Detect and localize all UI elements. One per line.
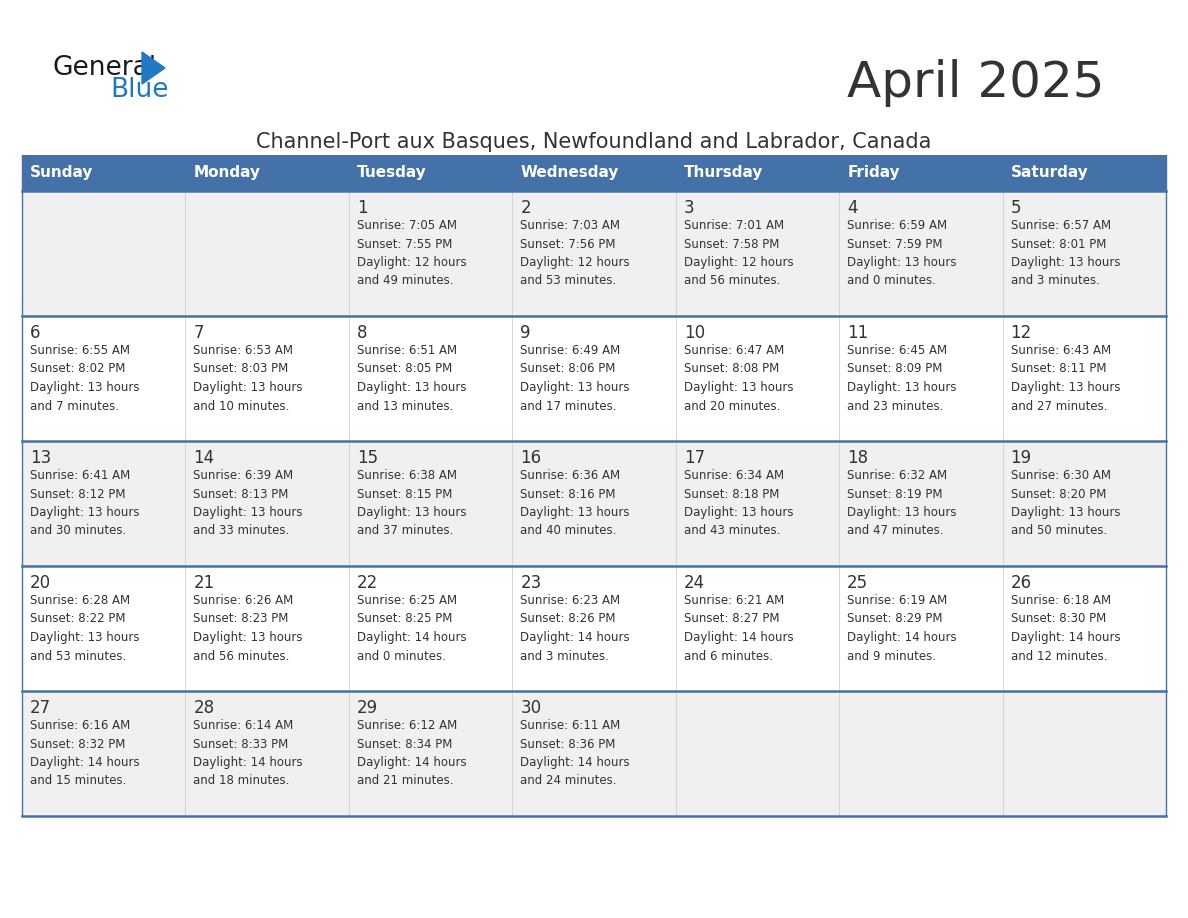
Text: 4: 4 [847, 199, 858, 217]
Text: 10: 10 [684, 324, 704, 342]
Text: 24: 24 [684, 574, 704, 592]
Text: Sunrise: 6:19 AM
Sunset: 8:29 PM
Daylight: 14 hours
and 9 minutes.: Sunrise: 6:19 AM Sunset: 8:29 PM Dayligh… [847, 594, 956, 663]
Bar [23, 691, 1165, 816]
Text: 12: 12 [1011, 324, 1032, 342]
Text: Channel-Port aux Basques, Newfoundland and Labrador, Canada: Channel-Port aux Basques, Newfoundland a… [257, 132, 931, 152]
Bar [23, 566, 1165, 691]
Text: 29: 29 [356, 699, 378, 717]
Text: 11: 11 [847, 324, 868, 342]
Text: 8: 8 [356, 324, 367, 342]
Text: 2: 2 [520, 199, 531, 217]
Text: 15: 15 [356, 449, 378, 467]
Text: 19: 19 [1011, 449, 1031, 467]
Text: Sunrise: 6:32 AM
Sunset: 8:19 PM
Daylight: 13 hours
and 47 minutes.: Sunrise: 6:32 AM Sunset: 8:19 PM Dayligh… [847, 469, 956, 538]
Text: Blue: Blue [110, 77, 169, 103]
Text: Sunrise: 6:11 AM
Sunset: 8:36 PM
Daylight: 14 hours
and 24 minutes.: Sunrise: 6:11 AM Sunset: 8:36 PM Dayligh… [520, 719, 630, 788]
Text: General: General [52, 55, 156, 81]
Text: Sunrise: 7:03 AM
Sunset: 7:56 PM
Daylight: 12 hours
and 53 minutes.: Sunrise: 7:03 AM Sunset: 7:56 PM Dayligh… [520, 219, 630, 287]
Bar [23, 155, 1165, 191]
Bar [23, 191, 1165, 316]
Text: Sunrise: 6:36 AM
Sunset: 8:16 PM
Daylight: 13 hours
and 40 minutes.: Sunrise: 6:36 AM Sunset: 8:16 PM Dayligh… [520, 469, 630, 538]
Polygon shape [143, 52, 165, 84]
Text: 1: 1 [356, 199, 367, 217]
Text: April 2025: April 2025 [847, 59, 1105, 106]
Text: 16: 16 [520, 449, 542, 467]
Text: 17: 17 [684, 449, 704, 467]
Text: Sunrise: 6:25 AM
Sunset: 8:25 PM
Daylight: 14 hours
and 0 minutes.: Sunrise: 6:25 AM Sunset: 8:25 PM Dayligh… [356, 594, 467, 663]
Text: 3: 3 [684, 199, 694, 217]
Text: Sunrise: 6:59 AM
Sunset: 7:59 PM
Daylight: 13 hours
and 0 minutes.: Sunrise: 6:59 AM Sunset: 7:59 PM Dayligh… [847, 219, 956, 287]
Text: 6: 6 [30, 324, 40, 342]
Text: Sunrise: 6:55 AM
Sunset: 8:02 PM
Daylight: 13 hours
and 7 minutes.: Sunrise: 6:55 AM Sunset: 8:02 PM Dayligh… [30, 344, 139, 412]
Text: Monday: Monday [194, 165, 260, 181]
Bar [23, 316, 1165, 441]
Text: Sunrise: 7:05 AM
Sunset: 7:55 PM
Daylight: 12 hours
and 49 minutes.: Sunrise: 7:05 AM Sunset: 7:55 PM Dayligh… [356, 219, 467, 287]
Text: Sunday: Sunday [30, 165, 94, 181]
Text: 18: 18 [847, 449, 868, 467]
Text: Sunrise: 6:21 AM
Sunset: 8:27 PM
Daylight: 14 hours
and 6 minutes.: Sunrise: 6:21 AM Sunset: 8:27 PM Dayligh… [684, 594, 794, 663]
Text: Saturday: Saturday [1011, 165, 1088, 181]
Text: Sunrise: 6:49 AM
Sunset: 8:06 PM
Daylight: 13 hours
and 17 minutes.: Sunrise: 6:49 AM Sunset: 8:06 PM Dayligh… [520, 344, 630, 412]
Text: 20: 20 [30, 574, 51, 592]
Text: 27: 27 [30, 699, 51, 717]
Text: Sunrise: 6:53 AM
Sunset: 8:03 PM
Daylight: 13 hours
and 10 minutes.: Sunrise: 6:53 AM Sunset: 8:03 PM Dayligh… [194, 344, 303, 412]
Text: Sunrise: 6:41 AM
Sunset: 8:12 PM
Daylight: 13 hours
and 30 minutes.: Sunrise: 6:41 AM Sunset: 8:12 PM Dayligh… [30, 469, 139, 538]
Text: 30: 30 [520, 699, 542, 717]
Text: Sunrise: 6:18 AM
Sunset: 8:30 PM
Daylight: 14 hours
and 12 minutes.: Sunrise: 6:18 AM Sunset: 8:30 PM Dayligh… [1011, 594, 1120, 663]
Text: Sunrise: 6:39 AM
Sunset: 8:13 PM
Daylight: 13 hours
and 33 minutes.: Sunrise: 6:39 AM Sunset: 8:13 PM Dayligh… [194, 469, 303, 538]
Text: Sunrise: 6:43 AM
Sunset: 8:11 PM
Daylight: 13 hours
and 27 minutes.: Sunrise: 6:43 AM Sunset: 8:11 PM Dayligh… [1011, 344, 1120, 412]
Text: Sunrise: 6:45 AM
Sunset: 8:09 PM
Daylight: 13 hours
and 23 minutes.: Sunrise: 6:45 AM Sunset: 8:09 PM Dayligh… [847, 344, 956, 412]
Text: 28: 28 [194, 699, 215, 717]
Text: Sunrise: 6:38 AM
Sunset: 8:15 PM
Daylight: 13 hours
and 37 minutes.: Sunrise: 6:38 AM Sunset: 8:15 PM Dayligh… [356, 469, 467, 538]
Text: Sunrise: 6:51 AM
Sunset: 8:05 PM
Daylight: 13 hours
and 13 minutes.: Sunrise: 6:51 AM Sunset: 8:05 PM Dayligh… [356, 344, 467, 412]
Text: Sunrise: 6:57 AM
Sunset: 8:01 PM
Daylight: 13 hours
and 3 minutes.: Sunrise: 6:57 AM Sunset: 8:01 PM Dayligh… [1011, 219, 1120, 287]
Text: Friday: Friday [847, 165, 899, 181]
Text: 23: 23 [520, 574, 542, 592]
Text: Sunrise: 6:16 AM
Sunset: 8:32 PM
Daylight: 14 hours
and 15 minutes.: Sunrise: 6:16 AM Sunset: 8:32 PM Dayligh… [30, 719, 140, 788]
Text: 13: 13 [30, 449, 51, 467]
Text: Sunrise: 6:23 AM
Sunset: 8:26 PM
Daylight: 14 hours
and 3 minutes.: Sunrise: 6:23 AM Sunset: 8:26 PM Dayligh… [520, 594, 630, 663]
Bar [23, 441, 1165, 566]
Text: Sunrise: 6:47 AM
Sunset: 8:08 PM
Daylight: 13 hours
and 20 minutes.: Sunrise: 6:47 AM Sunset: 8:08 PM Dayligh… [684, 344, 794, 412]
Text: Sunrise: 6:30 AM
Sunset: 8:20 PM
Daylight: 13 hours
and 50 minutes.: Sunrise: 6:30 AM Sunset: 8:20 PM Dayligh… [1011, 469, 1120, 538]
Text: 22: 22 [356, 574, 378, 592]
Text: Thursday: Thursday [684, 165, 763, 181]
Text: Wednesday: Wednesday [520, 165, 619, 181]
Text: 14: 14 [194, 449, 215, 467]
Text: Sunrise: 6:28 AM
Sunset: 8:22 PM
Daylight: 13 hours
and 53 minutes.: Sunrise: 6:28 AM Sunset: 8:22 PM Dayligh… [30, 594, 139, 663]
Text: Sunrise: 6:14 AM
Sunset: 8:33 PM
Daylight: 14 hours
and 18 minutes.: Sunrise: 6:14 AM Sunset: 8:33 PM Dayligh… [194, 719, 303, 788]
Text: 25: 25 [847, 574, 868, 592]
Text: Sunrise: 6:34 AM
Sunset: 8:18 PM
Daylight: 13 hours
and 43 minutes.: Sunrise: 6:34 AM Sunset: 8:18 PM Dayligh… [684, 469, 794, 538]
Text: 5: 5 [1011, 199, 1020, 217]
Text: Sunrise: 6:26 AM
Sunset: 8:23 PM
Daylight: 13 hours
and 56 minutes.: Sunrise: 6:26 AM Sunset: 8:23 PM Dayligh… [194, 594, 303, 663]
Text: 26: 26 [1011, 574, 1031, 592]
Text: 9: 9 [520, 324, 531, 342]
Text: Sunrise: 6:12 AM
Sunset: 8:34 PM
Daylight: 14 hours
and 21 minutes.: Sunrise: 6:12 AM Sunset: 8:34 PM Dayligh… [356, 719, 467, 788]
Text: Tuesday: Tuesday [356, 165, 426, 181]
Text: 21: 21 [194, 574, 215, 592]
Text: Sunrise: 7:01 AM
Sunset: 7:58 PM
Daylight: 12 hours
and 56 minutes.: Sunrise: 7:01 AM Sunset: 7:58 PM Dayligh… [684, 219, 794, 287]
Text: 7: 7 [194, 324, 204, 342]
